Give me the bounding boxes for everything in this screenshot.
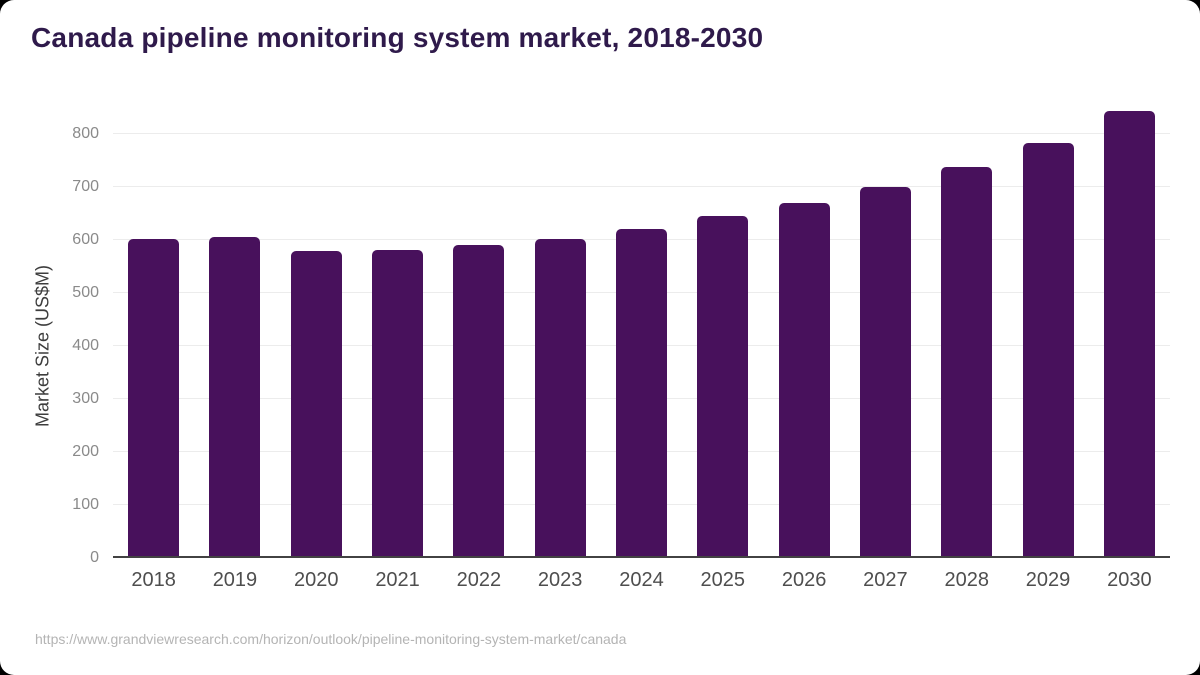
bar-2019[interactable] xyxy=(209,236,261,558)
y-tick-label-700: 700 xyxy=(72,177,99,195)
x-tick-label-2023: 2023 xyxy=(537,569,583,591)
x-tick-label-2027: 2027 xyxy=(863,569,908,591)
gridline-700 xyxy=(113,185,1170,187)
y-tick-label-500: 500 xyxy=(72,283,99,301)
bar-2020[interactable] xyxy=(290,251,342,558)
bar-2030[interactable] xyxy=(1103,110,1155,558)
y-tick-label-600: 600 xyxy=(72,230,99,248)
bar-2027[interactable] xyxy=(859,186,911,558)
bar-2018[interactable] xyxy=(128,239,180,558)
bar-2021[interactable] xyxy=(372,249,424,558)
source-url: https://www.grandviewresearch.com/horizo… xyxy=(35,631,627,647)
x-tick-label-2022: 2022 xyxy=(456,569,502,591)
x-tick-label-2028: 2028 xyxy=(944,569,989,591)
bar-2022[interactable] xyxy=(453,245,505,558)
bar-2023[interactable] xyxy=(534,238,586,558)
gridline-800 xyxy=(113,132,1170,134)
x-axis-line xyxy=(113,556,1170,558)
bar-2028[interactable] xyxy=(941,167,993,558)
y-tick-label-0: 0 xyxy=(90,549,99,566)
x-tick-label-2019: 2019 xyxy=(212,569,258,591)
y-tick-label-200: 200 xyxy=(72,442,99,460)
x-tick-label-2029: 2029 xyxy=(1025,569,1071,591)
y-tick-label-300: 300 xyxy=(72,389,99,407)
y-tick-label-800: 800 xyxy=(72,124,99,142)
x-tick-label-2020: 2020 xyxy=(294,569,339,591)
bar-2025[interactable] xyxy=(697,216,749,558)
x-tick-label-2024: 2024 xyxy=(619,569,664,591)
x-tick-label-2026: 2026 xyxy=(781,569,827,591)
x-tick-label-2025: 2025 xyxy=(700,569,746,591)
x-tick-label-2030: 2030 xyxy=(1107,569,1152,591)
x-tick-label-2018: 2018 xyxy=(131,569,176,591)
x-tick-label-2021: 2021 xyxy=(375,569,420,591)
y-axis-title: Market Size (US$M) xyxy=(32,264,53,428)
plot-area: 0 100 200 300 400 500 600 700 800 2018 2019 2020 20… xyxy=(72,100,1170,590)
bar-2029[interactable] xyxy=(1022,143,1074,558)
y-tick-label-100: 100 xyxy=(72,496,99,513)
bar-2026[interactable] xyxy=(778,203,830,558)
chart-title: Canada pipeline monitoring system market… xyxy=(31,22,764,53)
y-tick-label-400: 400 xyxy=(72,336,99,354)
bar-2024[interactable] xyxy=(616,228,667,558)
